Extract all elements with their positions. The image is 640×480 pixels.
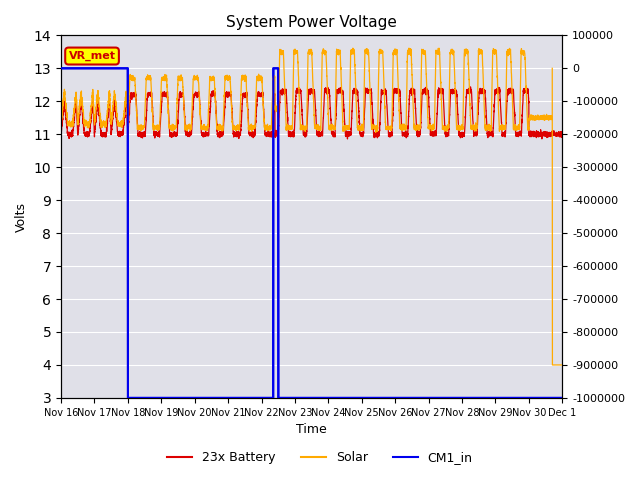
Y-axis label: Volts: Volts [15, 202, 28, 232]
Text: VR_met: VR_met [68, 51, 116, 61]
X-axis label: Time: Time [296, 423, 327, 436]
Title: System Power Voltage: System Power Voltage [226, 15, 397, 30]
Legend: 23x Battery, Solar, CM1_in: 23x Battery, Solar, CM1_in [163, 446, 477, 469]
